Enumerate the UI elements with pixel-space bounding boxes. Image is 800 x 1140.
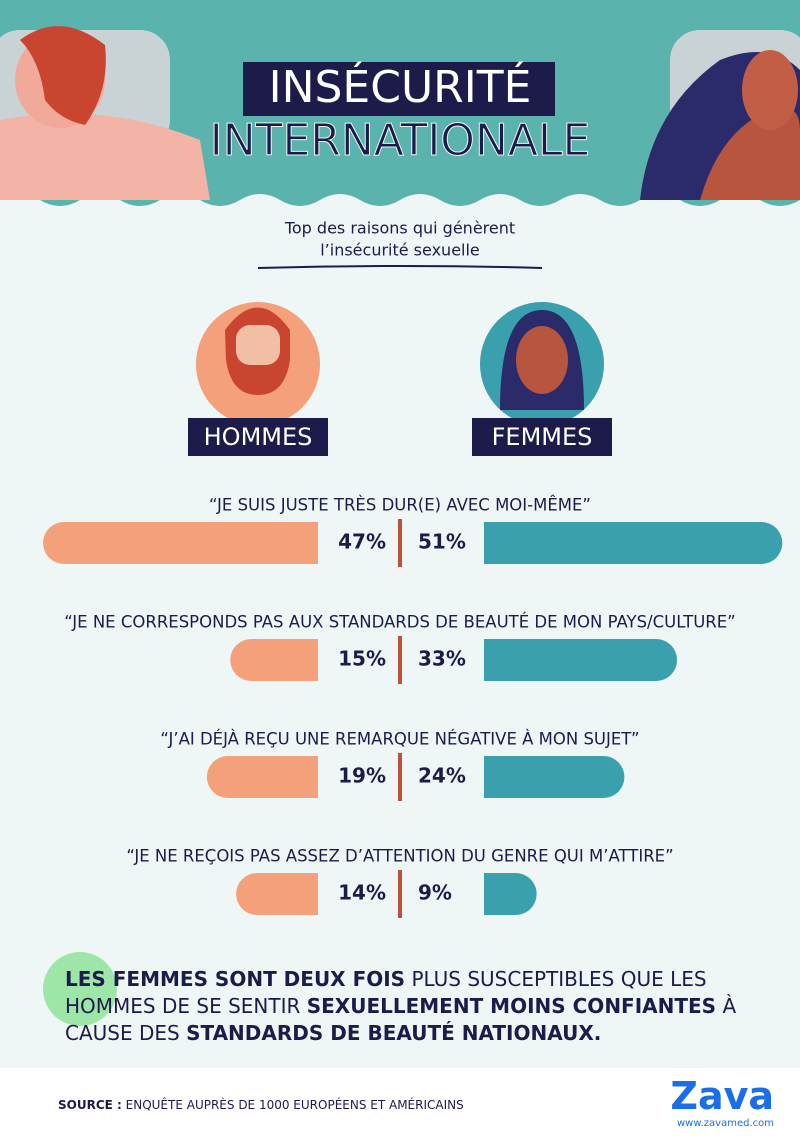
bar-cap [297, 756, 318, 798]
legend-box [188, 418, 328, 456]
legend-label: FEMMES [492, 423, 593, 451]
value-label: 19% [338, 764, 386, 788]
value-label: 15% [338, 647, 386, 671]
bar-cap [484, 522, 505, 564]
bar [484, 639, 678, 681]
bar-cap [297, 873, 318, 915]
bar [484, 756, 625, 798]
value-label: 33% [418, 647, 466, 671]
logo-url: www.zavamed.com [677, 1118, 774, 1129]
man-avatar [196, 302, 320, 426]
source-label: SOURCE : [58, 1098, 122, 1112]
woman-illustration [640, 30, 800, 200]
bar-cap [484, 873, 505, 915]
note-segment: LES FEMMES SONT DEUX FOIS [65, 967, 406, 991]
category-label: “JE SUIS JUSTE TRÈS DUR(E) AVEC MOI-MÊME… [209, 496, 591, 515]
bar [230, 639, 318, 681]
source-text: ENQUÊTE AUPRÈS DE 1000 EUROPÉENS ET AMÉR… [125, 1098, 464, 1112]
bar [484, 522, 783, 564]
woman-avatar [480, 302, 604, 426]
note-segment: STANDARDS DE BEAUTÉ NATIONAUX. [186, 1021, 602, 1045]
bar [206, 756, 318, 798]
key-finding: LES FEMMES SONT DEUX FOIS PLUS SUSCEPTIB… [43, 952, 765, 1047]
value-label: 24% [418, 764, 466, 788]
value-label: 9% [418, 881, 452, 905]
footer: SOURCE : ENQUÊTE AUPRÈS DE 1000 EUROPÉEN… [0, 1068, 800, 1140]
bar-cap [297, 522, 318, 564]
value-label: 47% [338, 530, 386, 554]
category-label: “J’AI DÉJÀ REÇU UNE REMARQUE NÉGATIVE À … [160, 730, 639, 749]
bar-cap [484, 639, 505, 681]
note-segment: À CAUSE DES [65, 994, 737, 1045]
note-segment: SEXUELLEMENT MOINS CONFIANTES [306, 994, 717, 1018]
subtitle: Top des raisons qui génèrent [284, 219, 515, 238]
category-label: “JE NE REÇOIS PAS ASSEZ D’ATTENTION DU G… [126, 847, 673, 866]
bar-cap [484, 756, 505, 798]
category-label: “JE NE CORRESPONDS PAS AUX STANDARDS DE … [64, 613, 735, 632]
source: SOURCE : ENQUÊTE AUPRÈS DE 1000 EUROPÉEN… [58, 1098, 464, 1112]
bar [43, 522, 319, 564]
note-segment: PLUS SUSCEPTIBLES QUE LES HOMMES DE SE S… [65, 967, 707, 1018]
chart: HOMMES FEMMES “JE SUIS JUSTE TRÈS DUR(E) A… [43, 418, 783, 918]
value-label: 51% [418, 530, 466, 554]
underline [257, 265, 543, 269]
legend-box [472, 418, 612, 456]
bar-cap [297, 639, 318, 681]
title-box [243, 62, 555, 116]
subtitle: l’insécurité sexuelle [320, 241, 480, 260]
legend-label: HOMMES [204, 423, 313, 451]
logo: Zava [670, 1074, 774, 1118]
value-label: 14% [338, 881, 386, 905]
title-line: INSÉCURITÉ [269, 60, 532, 113]
title-line: INTERNATIONALE [210, 115, 591, 166]
man-illustration [0, 26, 210, 200]
